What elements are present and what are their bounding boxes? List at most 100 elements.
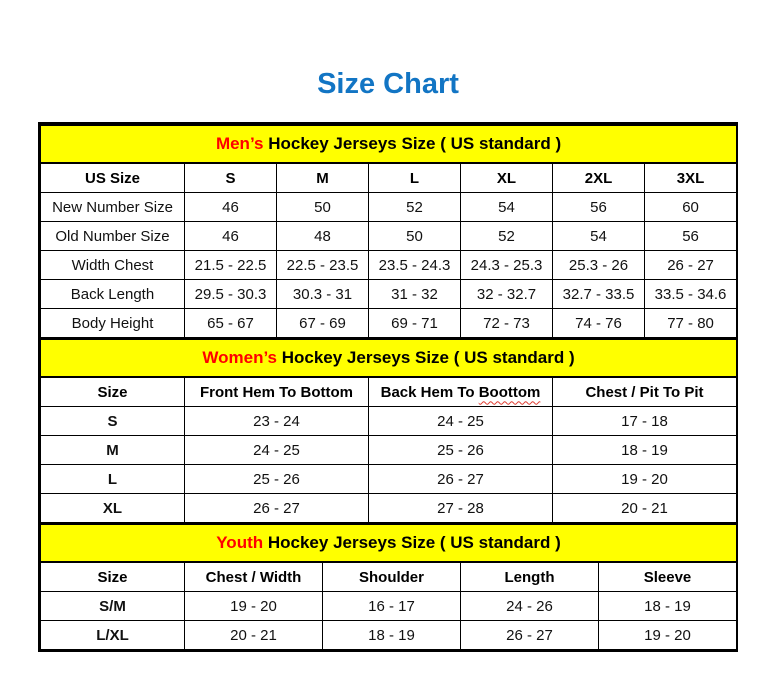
table-cell: 20 - 21	[184, 620, 323, 650]
womens-column-header-row: Size Front Hem To Bottom Back Hem To Boo…	[40, 376, 738, 407]
youth-section-lead: Youth	[216, 533, 264, 552]
mens-section-band: Men’s Hockey Jerseys Size ( US standard …	[39, 124, 738, 164]
table-cell: 56	[643, 221, 738, 251]
mens-col-header: L	[368, 162, 461, 193]
row-label: S	[40, 406, 185, 436]
table-cell: 18 - 19	[322, 620, 461, 650]
row-label: New Number Size	[40, 192, 185, 222]
youth-column-header-row: Size Chest / Width Shoulder Length Sleev…	[40, 561, 738, 592]
table-cell: 27 - 28	[368, 493, 553, 523]
table-cell: 29.5 - 30.3	[184, 279, 277, 309]
table-cell: 25 - 26	[184, 464, 369, 494]
row-label: L/XL	[40, 620, 185, 650]
table-cell: 31 - 32	[368, 279, 461, 309]
table-cell: 74 - 76	[552, 308, 645, 338]
table-row: Body Height 65 - 67 67 - 69 69 - 71 72 -…	[40, 308, 738, 338]
youth-section-rest: Hockey Jerseys Size ( US standard )	[263, 533, 561, 552]
table-cell: 26 - 27	[643, 250, 738, 280]
table-cell: 54	[552, 221, 645, 251]
table-cell: 24 - 25	[368, 406, 553, 436]
womens-col-header: Chest / Pit To Pit	[551, 376, 738, 407]
table-cell: 65 - 67	[184, 308, 277, 338]
womens-col-header: Front Hem To Bottom	[184, 376, 369, 407]
row-label: Old Number Size	[40, 221, 185, 251]
youth-col-header: Size	[40, 561, 185, 592]
mens-size-table: Men’s Hockey Jerseys Size ( US standard …	[39, 124, 738, 338]
table-cell: 25 - 26	[368, 435, 553, 465]
youth-col-header: Sleeve	[597, 561, 738, 592]
table-cell: 60	[643, 192, 738, 222]
table-cell: 46	[184, 221, 277, 251]
table-cell: 32 - 32.7	[460, 279, 553, 309]
womens-section-lead: Women’s	[202, 348, 277, 367]
table-cell: 26 - 27	[368, 464, 553, 494]
table-cell: 26 - 27	[460, 620, 599, 650]
table-row: M 24 - 25 25 - 26 18 - 19	[40, 435, 738, 465]
table-row: Back Length 29.5 - 30.3 30.3 - 31 31 - 3…	[40, 279, 738, 309]
womens-col-header: Back Hem To Boottom	[368, 376, 553, 407]
table-cell: 46	[184, 192, 277, 222]
womens-section-band: Women’s Hockey Jerseys Size ( US standar…	[39, 338, 738, 378]
table-cell: 24 - 26	[460, 591, 599, 621]
table-cell: 72 - 73	[460, 308, 553, 338]
table-cell: 18 - 19	[597, 591, 738, 621]
table-row: L/XL 20 - 21 18 - 19 26 - 27 19 - 20	[40, 620, 738, 650]
womens-section-rest: Hockey Jerseys Size ( US standard )	[277, 348, 575, 367]
table-row: Old Number Size 46 48 50 52 54 56	[40, 221, 738, 251]
table-cell: 17 - 18	[551, 406, 738, 436]
table-cell: 52	[460, 221, 553, 251]
table-row: S 23 - 24 24 - 25 17 - 18	[40, 406, 738, 436]
row-label: Body Height	[40, 308, 185, 338]
womens-section-title: Women’s Hockey Jerseys Size ( US standar…	[39, 338, 738, 378]
mens-col-header: M	[276, 162, 369, 193]
table-cell: 32.7 - 33.5	[552, 279, 645, 309]
youth-section-title: Youth Hockey Jerseys Size ( US standard …	[39, 523, 738, 563]
table-cell: 77 - 80	[643, 308, 738, 338]
page-title: Size Chart	[317, 68, 459, 100]
table-cell: 16 - 17	[322, 591, 461, 621]
table-cell: 50	[368, 221, 461, 251]
mens-section-rest: Hockey Jerseys Size ( US standard )	[263, 134, 562, 153]
table-cell: 24 - 25	[184, 435, 369, 465]
row-label: Back Length	[40, 279, 185, 309]
table-cell: 48	[276, 221, 369, 251]
table-cell: 24.3 - 25.3	[460, 250, 553, 280]
row-label: L	[40, 464, 185, 494]
table-cell: 19 - 20	[184, 591, 323, 621]
table-cell: 56	[552, 192, 645, 222]
youth-size-table: Youth Hockey Jerseys Size ( US standard …	[39, 523, 738, 650]
mens-col-header: US Size	[40, 162, 185, 193]
mens-col-header: XL	[460, 162, 553, 193]
table-cell: 18 - 19	[551, 435, 738, 465]
table-cell: 30.3 - 31	[276, 279, 369, 309]
mens-section-title: Men’s Hockey Jerseys Size ( US standard …	[39, 124, 738, 164]
table-cell: 19 - 20	[551, 464, 738, 494]
row-label: Width Chest	[40, 250, 185, 280]
row-label: M	[40, 435, 185, 465]
youth-col-header: Chest / Width	[184, 561, 323, 592]
table-cell: 21.5 - 22.5	[184, 250, 277, 280]
youth-section-band: Youth Hockey Jerseys Size ( US standard …	[39, 523, 738, 563]
table-cell: 50	[276, 192, 369, 222]
table-cell: 22.5 - 23.5	[276, 250, 369, 280]
table-cell: 52	[368, 192, 461, 222]
table-cell: 54	[460, 192, 553, 222]
mens-col-header: S	[184, 162, 277, 193]
table-row: New Number Size 46 50 52 54 56 60	[40, 192, 738, 222]
size-tables-container: Men’s Hockey Jerseys Size ( US standard …	[38, 122, 738, 652]
table-cell: 23.5 - 24.3	[368, 250, 461, 280]
table-row: L 25 - 26 26 - 27 19 - 20	[40, 464, 738, 494]
womens-size-table: Women’s Hockey Jerseys Size ( US standar…	[39, 338, 738, 523]
table-cell: 26 - 27	[184, 493, 369, 523]
table-cell: 67 - 69	[276, 308, 369, 338]
row-label: S/M	[40, 591, 185, 621]
womens-col-header: Size	[40, 376, 185, 407]
table-row: S/M 19 - 20 16 - 17 24 - 26 18 - 19	[40, 591, 738, 621]
mens-col-header: 3XL	[643, 162, 738, 193]
misspelled-word: Boottom	[478, 383, 541, 401]
mens-section-lead: Men’s	[215, 134, 264, 153]
table-cell: 25.3 - 26	[552, 250, 645, 280]
row-label: XL	[40, 493, 185, 523]
mens-column-header-row: US Size S M L XL 2XL 3XL	[40, 162, 738, 193]
